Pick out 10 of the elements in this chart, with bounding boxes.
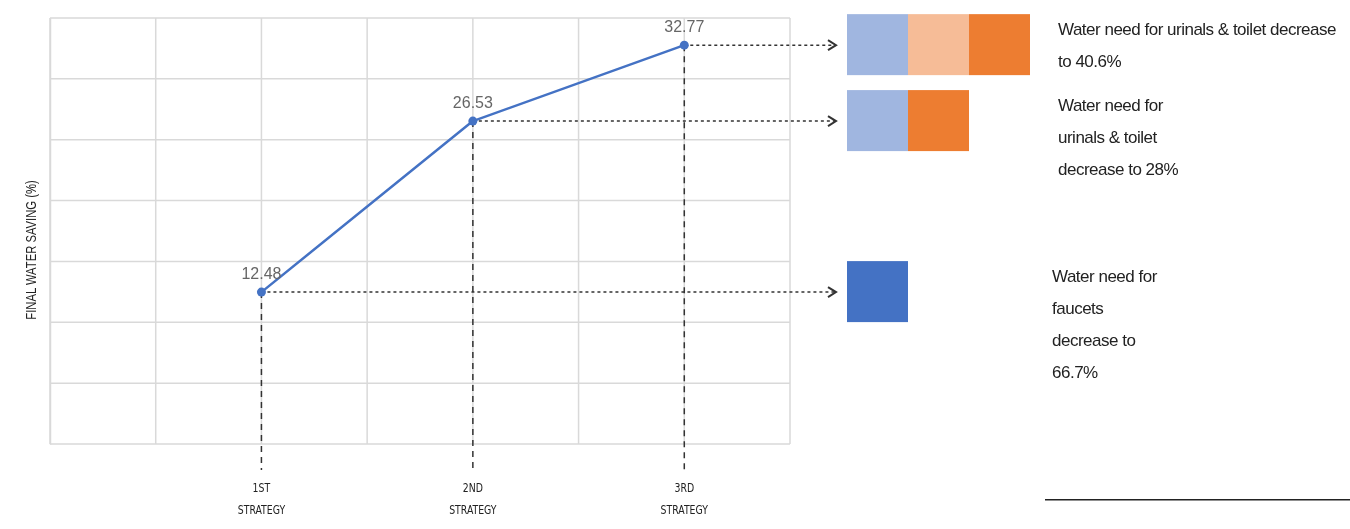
y-axis-title: FINAL WATER SAVING (%) [22,180,40,320]
x-tick-label: 1ST STRATEGY [237,479,286,518]
data-label: 32.77 [664,18,705,36]
x-tick-label: 2ND STRATEGY [449,479,498,518]
data-label: 12.48 [241,265,282,283]
text: Water need for faucets decrease to 66.7% [1052,267,1158,383]
text: Water need for urinals & toilet decrease to 28% [1058,96,1179,180]
x-tick-label: 3RD STRATEGY [660,479,709,518]
text: Water need for urinals & toilet decrease to 40.6% [1058,20,1337,72]
data-label: 26.53 [452,94,493,112]
